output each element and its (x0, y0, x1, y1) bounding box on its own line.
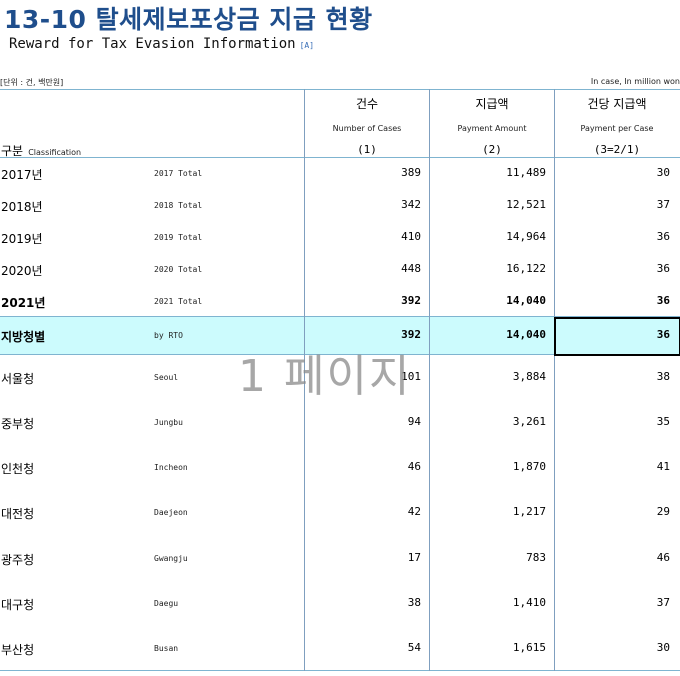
column-divider (554, 89, 555, 671)
per-case-cell: 29 (656, 505, 670, 518)
cases-header: 건수 Number of Cases (1) (305, 95, 429, 156)
row-label-en: Jungbu (154, 418, 183, 427)
row-label-ko: 2017년 (1, 168, 43, 182)
amount-cell: 783 (526, 551, 546, 564)
per-case-cell: 46 (656, 551, 670, 564)
amount-cell: 14,040 (506, 294, 546, 307)
row-label-en: Seoul (154, 373, 179, 382)
amount-cell: 1,410 (512, 596, 546, 609)
header-bottom-border (0, 157, 680, 158)
per-case-cell: 36 (656, 230, 670, 243)
cases-cell: 392 (401, 328, 421, 341)
per-case-cell: 30 (656, 641, 670, 654)
per-case-header-num: (3=2/1) (593, 143, 641, 156)
row-label-ko: 2021년 (1, 296, 46, 310)
cases-cell: 342 (401, 198, 421, 211)
unit-label-en: In case, In million won (590, 77, 680, 86)
per-case-cell: 38 (656, 370, 670, 383)
cases-cell: 101 (401, 370, 421, 383)
amount-cell: 1,615 (512, 641, 546, 654)
row-label-en: Incheon (154, 463, 188, 472)
row-label-ko: 2018년 (1, 200, 43, 214)
per-case-header: 건당 지급액 Payment per Case (3=2/1) (555, 95, 679, 156)
amount-cell: 1,870 (512, 460, 546, 473)
row-label-ko: 인천청 (1, 462, 35, 476)
cases-cell: 54 (407, 641, 421, 654)
classification-header-en: Classification (28, 148, 82, 157)
subtitle-text: Reward for Tax Evasion Information (9, 36, 296, 52)
row-label-en: Busan (154, 644, 179, 653)
table-bottom-border (0, 670, 680, 671)
row-label-en: 2019 Total (154, 233, 203, 242)
amount-cell: 12,521 (506, 198, 546, 211)
unit-label-ko: [단위 : 건, 백만원] (0, 78, 64, 87)
row-label-en: Daegu (154, 599, 179, 608)
row-label-en: Daejeon (154, 508, 188, 517)
row-label-en: Gwangju (154, 554, 188, 563)
cases-header-ko: 건수 (355, 97, 379, 111)
cases-cell: 389 (401, 166, 421, 179)
per-case-cell: 37 (656, 198, 670, 211)
amount-cell: 3,884 (512, 370, 546, 383)
cases-cell: 42 (407, 505, 421, 518)
per-case-cell: 35 (656, 415, 670, 428)
per-case-cell: 36 (656, 262, 670, 275)
amount-cell: 11,489 (506, 166, 546, 179)
row-label-ko: 대구청 (1, 598, 35, 612)
row-label-ko: 대전청 (1, 507, 35, 521)
cases-cell: 410 (401, 230, 421, 243)
cases-header-num: (1) (357, 143, 377, 156)
row-label-en: 2020 Total (154, 265, 203, 274)
selected-cell-outline[interactable] (554, 317, 680, 356)
row-label-ko: 광주청 (1, 553, 35, 567)
column-divider (429, 89, 430, 671)
amount-cell: 1,217 (512, 505, 546, 518)
amount-header-num: (2) (482, 143, 502, 156)
cases-header-en: Number of Cases (332, 124, 402, 133)
per-case-cell: 30 (656, 166, 670, 179)
per-case-header-en: Payment per Case (580, 124, 654, 133)
row-label-ko: 부산청 (1, 643, 35, 657)
page-watermark: 1 페이지 (238, 351, 412, 402)
cases-cell: 38 (407, 596, 421, 609)
row-label-ko: 2020년 (1, 264, 43, 278)
classification-header: 구분 Classification (1, 140, 81, 159)
amount-cell: 14,040 (506, 328, 546, 341)
table-top-border (0, 89, 680, 90)
column-divider (304, 89, 305, 671)
row-separator (0, 316, 680, 317)
per-case-cell-selected[interactable]: 36 (656, 328, 670, 341)
cases-cell: 448 (401, 262, 421, 275)
cases-cell: 392 (401, 294, 421, 307)
row-label-ko: 중부청 (1, 417, 35, 431)
per-case-cell: 41 (656, 460, 670, 473)
amount-cell: 16,122 (506, 262, 546, 275)
page-subtitle: Reward for Tax Evasion Information [A] (9, 36, 314, 52)
row-label-en: by RTO (154, 331, 183, 340)
page-title: 13-10 탈세제보포상금 지급 현황 (4, 5, 373, 34)
amount-header-ko: 지급액 (475, 97, 509, 111)
row-label-ko: 서울청 (1, 372, 35, 386)
row-label-en: 2021 Total (154, 297, 203, 306)
row-label-en: 2017 Total (154, 169, 203, 178)
row-label-ko: 지방청별 (1, 330, 46, 344)
cases-cell: 94 (407, 415, 421, 428)
per-case-header-ko: 건당 지급액 (587, 97, 647, 111)
row-label-en: 2018 Total (154, 201, 203, 210)
highlighted-row-background (0, 317, 680, 354)
per-case-cell: 37 (656, 596, 670, 609)
amount-cell: 14,964 (506, 230, 546, 243)
row-label-ko: 2019년 (1, 232, 43, 246)
amount-header: 지급액 Payment Amount (2) (430, 95, 554, 156)
subtitle-badge: [A] (299, 41, 315, 50)
classification-header-ko: 구분 (1, 144, 24, 158)
per-case-cell: 36 (656, 294, 670, 307)
row-separator (0, 354, 680, 355)
amount-header-en: Payment Amount (457, 124, 527, 133)
cases-cell: 17 (407, 551, 421, 564)
amount-cell: 3,261 (512, 415, 546, 428)
cases-cell: 46 (407, 460, 421, 473)
